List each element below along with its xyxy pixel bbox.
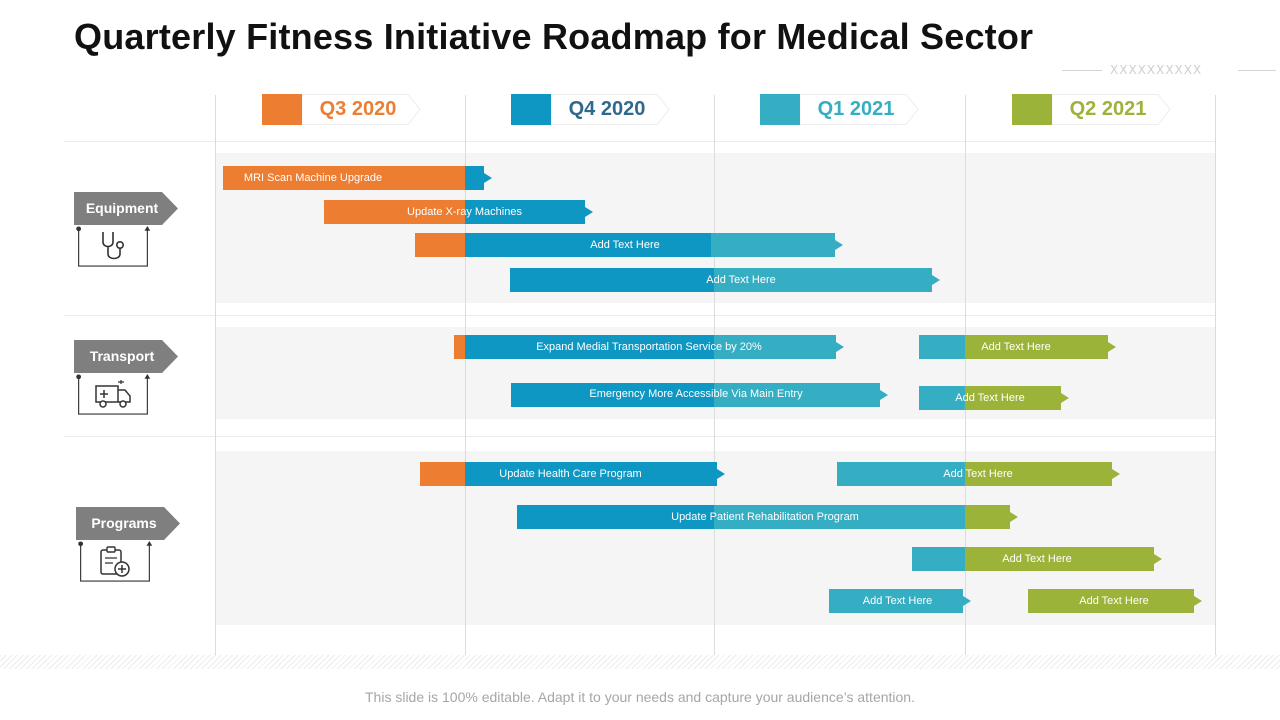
bar-arrow [1154, 554, 1162, 564]
bar-segment [919, 386, 965, 410]
grid-line [465, 95, 466, 655]
bar-segment [223, 166, 465, 190]
footer-hatch-band [0, 655, 1280, 669]
bar-segment [919, 335, 965, 359]
bar-segment [714, 505, 965, 529]
bar-segment [420, 462, 465, 486]
category-label: Programs [91, 515, 157, 531]
grid-line [965, 95, 966, 655]
task-label: Add Text Here [590, 239, 660, 251]
quarter-label: Q4 2020 [568, 98, 646, 120]
bar-arrow [1061, 393, 1069, 403]
grid-line [714, 95, 715, 655]
bar-segment [711, 233, 835, 257]
stethoscope-icon [102, 232, 124, 260]
task-label: Emergency More Accessible Via Main Entry [589, 388, 803, 400]
task-label: Update Patient Rehabilitation Program [671, 511, 859, 523]
bar-arrow [484, 173, 492, 183]
clipboard-plus-icon [100, 546, 130, 577]
bar-segment [829, 589, 963, 613]
quarter-color-square [760, 94, 800, 125]
task-bar-add-text-here: Add Text Here [837, 462, 1125, 486]
bar-segment [465, 335, 714, 359]
category-label: Equipment [85, 200, 159, 216]
bar-segment [965, 547, 1154, 571]
task-bar-add-text-here: Add Text Here [1028, 589, 1206, 613]
bar-segment [510, 268, 714, 292]
bar-segment [714, 335, 836, 359]
bar-segment [465, 200, 585, 224]
bar-arrow [1194, 596, 1202, 606]
task-bar-add-text-here: Add Text Here [919, 335, 1119, 359]
bar-segment [465, 166, 484, 190]
task-bar-update-xray-machines: Update X-ray Machines [324, 200, 596, 224]
title-decoration: XXXXXXXXXX [1062, 63, 1276, 77]
task-bar-add-text-here: Add Text Here [919, 386, 1071, 410]
page-title: Quarterly Fitness Initiative Roadmap for… [74, 16, 1034, 57]
bar-segment [714, 268, 932, 292]
bar-segment [912, 547, 965, 571]
grid-line [1215, 95, 1216, 655]
bar-segment [517, 505, 714, 529]
bar-segment [965, 505, 1010, 529]
bar-arrow [880, 390, 888, 400]
task-bar-emergency-more-accessible: Emergency More Accessible Via Main Entry [511, 383, 891, 407]
task-bar-expand-medial-transportation: Expand Medial Transportation Service by … [454, 335, 846, 359]
bar-segment [714, 383, 880, 407]
bar-arrow [1112, 469, 1120, 479]
decoration-text: XXXXXXXXXX [1110, 63, 1203, 77]
task-bar-add-text-here: Add Text Here [829, 589, 975, 613]
quarter-label: Q1 2021 [817, 98, 895, 120]
task-label: MRI Scan Machine Upgrade [243, 172, 383, 184]
quarter-label: Q2 2021 [1069, 98, 1147, 120]
bar-segment [837, 462, 965, 486]
task-bar-add-text-here: Add Text Here [510, 268, 944, 292]
bar-segment [415, 233, 465, 257]
bar-arrow [963, 596, 971, 606]
quarter-color-square [1012, 94, 1052, 125]
bar-segment [965, 386, 1061, 410]
task-bar-add-text-here: Add Text Here [912, 547, 1166, 571]
quarter-color-square [511, 94, 551, 125]
grid-line [215, 95, 216, 655]
bar-segment [324, 200, 465, 224]
task-label: Add Text Here [862, 595, 933, 607]
row-separator [64, 141, 1215, 142]
task-bar-add-text-here: Add Text Here [415, 233, 845, 257]
bar-segment [965, 335, 1108, 359]
bar-segment [465, 462, 717, 486]
task-label: Add Text Here [1002, 553, 1072, 565]
task-label: Add Text Here [943, 468, 1013, 480]
task-label: Add Text Here [706, 274, 776, 286]
bar-arrow [1108, 342, 1116, 352]
bar-arrow [717, 469, 725, 479]
bar-arrow [835, 240, 843, 250]
category-label: Transport [89, 348, 155, 364]
footer-note: This slide is 100% editable. Adapt it to… [365, 689, 915, 705]
row-separator [64, 436, 1215, 437]
quarter-color-square [262, 94, 302, 125]
ambulance-icon [95, 380, 131, 408]
bar-arrow [585, 207, 593, 217]
task-bar-update-patient-rehabilitation: Update Patient Rehabilitation Program [517, 505, 1021, 529]
task-label: Add Text Here [1079, 595, 1149, 607]
bar-segment [1028, 589, 1194, 613]
row-separator [64, 315, 1215, 316]
bar-segment [454, 335, 465, 359]
task-label: Update Health Care Program [499, 468, 642, 480]
bar-arrow [836, 342, 844, 352]
bar-arrow [1010, 512, 1018, 522]
task-label: Add Text Here [981, 341, 1051, 353]
task-bar-update-health-care-program: Update Health Care Program [420, 462, 726, 486]
bar-arrow [932, 275, 940, 285]
bar-segment [965, 462, 1112, 486]
task-label: Add Text Here [955, 392, 1025, 404]
bar-segment [511, 383, 714, 407]
quarter-label: Q3 2020 [319, 98, 397, 120]
task-label: Update X-ray Machines [407, 206, 522, 218]
task-label: Expand Medial Transportation Service by … [536, 341, 762, 353]
bar-segment [465, 233, 711, 257]
task-bar-mri-scan-machine-upgrade: MRI Scan Machine Upgrade [223, 166, 493, 190]
